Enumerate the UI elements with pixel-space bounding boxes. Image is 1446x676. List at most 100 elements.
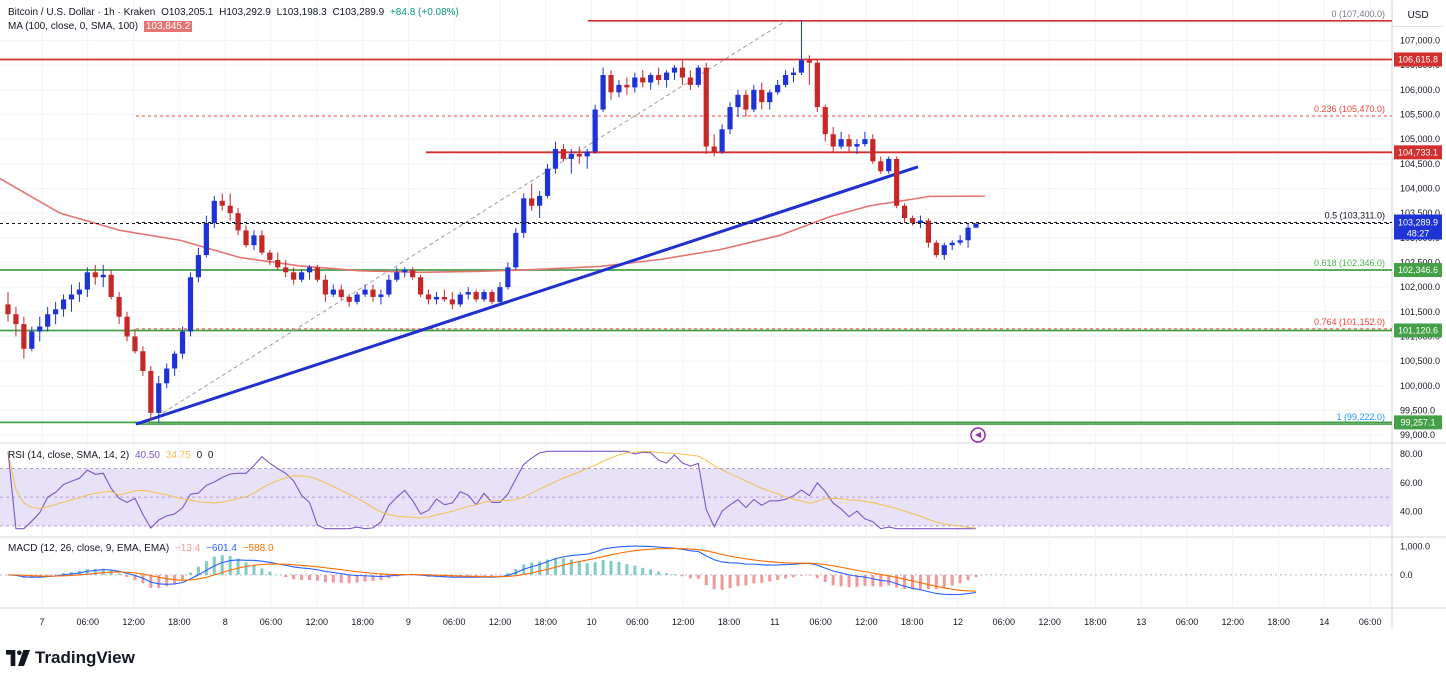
candle-body (29, 331, 35, 349)
macd-hist-bar (792, 574, 796, 578)
candle-body (782, 75, 789, 85)
macd-hist-bar (799, 574, 803, 576)
macd-hist-bar (601, 559, 605, 575)
currency-label[interactable]: USD (1392, 6, 1443, 27)
candle-body (537, 195, 543, 206)
candle-body (521, 198, 527, 233)
candle-body (695, 67, 701, 85)
macd-hist-bar (482, 574, 486, 576)
price-badge-label: 106,615.8 (1398, 54, 1438, 64)
macd-hist-bar (926, 574, 930, 590)
macd-hist-bar (665, 573, 669, 575)
macd-hist-bar (387, 574, 391, 579)
candle-body (132, 336, 138, 352)
macd-hist-bar (133, 574, 137, 581)
macd-legend[interactable]: MACD (12, 26, close, 9, EMA, EMA) −13.4 … (8, 543, 277, 554)
candle-body (687, 77, 693, 85)
macd-hist-bar (165, 574, 169, 587)
candle-body (235, 213, 241, 231)
macd-hist-bar (633, 565, 637, 575)
candle-body (140, 351, 146, 371)
macd-hist-bar (918, 574, 922, 589)
candle-body (933, 242, 939, 256)
candle-body (108, 274, 114, 297)
macd-hist-bar (69, 571, 73, 575)
macd-hist-bar (46, 574, 50, 576)
candle-body (148, 370, 154, 413)
ma-legend[interactable]: MA (100, close, 0, SMA, 100) 103,845.2 (8, 21, 195, 32)
candle-body (790, 72, 797, 76)
candle-body (84, 272, 90, 290)
macd-hist-bar (680, 574, 684, 577)
time-label: 18:00 (535, 617, 558, 627)
price-badge (1394, 323, 1442, 338)
tradingview-logo[interactable]: TradingView (6, 648, 135, 668)
macd-hist-bar (173, 574, 177, 584)
candle-body (203, 223, 209, 256)
macd-hist-bar (966, 574, 970, 581)
open-value: O103,205.1 (161, 7, 214, 18)
ma-label: MA (100, close, 0, SMA, 100) (8, 21, 139, 32)
macd-hist-bar (561, 558, 565, 575)
price-tick: 106,000.0 (1400, 85, 1440, 95)
macd-hist-bar (807, 574, 811, 576)
macd-hist-bar (688, 574, 692, 579)
candle-body (433, 296, 440, 300)
candle-body (322, 279, 328, 295)
candle-body (878, 161, 884, 172)
candle-body (251, 235, 257, 246)
candle-body (901, 205, 908, 219)
time-label: 8 (223, 617, 228, 627)
candle-body (870, 139, 876, 162)
time-label: 18:00 (1084, 617, 1107, 627)
candle-body (751, 89, 757, 110)
macd-hist-bar (347, 574, 351, 584)
candle-body (941, 245, 947, 256)
macd-hist-bar (117, 573, 121, 575)
price-badge-label: 101,120.6 (1398, 325, 1438, 335)
macd-hist-bar (815, 574, 819, 579)
symbol-title[interactable]: Bitcoin / U.S. Dollar · 1h · Kraken (8, 7, 156, 18)
macd-hist-bar (442, 574, 446, 578)
candle-body (275, 259, 281, 268)
macd-hist-bar (514, 569, 518, 575)
price-badge-label: 104,733.1 (1398, 147, 1438, 157)
candle-body (441, 296, 447, 300)
price-tick: 100,000.0 (1400, 381, 1440, 391)
candle-body (576, 153, 582, 157)
candle-body (917, 220, 924, 223)
candle-body (513, 232, 519, 268)
candle-body (386, 279, 392, 295)
macd-hist-bar (474, 574, 478, 577)
candle-body (560, 149, 567, 159)
macd-hist-bar (506, 572, 510, 575)
macd-hist-bar (911, 574, 915, 590)
rsi-legend[interactable]: RSI (14, close, SMA, 14, 2) 40.50 34.75 … (8, 450, 216, 461)
candle-body (584, 151, 590, 157)
candle-body (624, 84, 630, 88)
candle-body (767, 92, 773, 103)
macd-hist-bar (339, 574, 343, 583)
candle-body (283, 267, 289, 273)
time-label: 18:00 (901, 617, 924, 627)
macd-hist-bar (585, 563, 589, 575)
macd-hist-bar (577, 561, 581, 575)
macd-hist-bar (331, 574, 335, 583)
macd-pane: 1,000.0 0.0 (0, 542, 1430, 596)
price-tick: 100,500.0 (1400, 356, 1440, 366)
high-value: H103,292.9 (219, 7, 271, 18)
replay-icon[interactable] (970, 427, 986, 443)
candle-body (92, 272, 98, 278)
macd-hist-bar (284, 574, 288, 578)
time-label: 06:00 (443, 617, 466, 627)
fib-label: 0.618 (102,346.0) (1314, 258, 1385, 268)
price-badge-label: 102,346.6 (1398, 265, 1438, 275)
candle-body (116, 296, 122, 317)
candle-body (156, 383, 162, 413)
candle-body (775, 84, 781, 93)
macd-hist-bar (181, 574, 185, 580)
price-tick: 103,500.0 (1400, 208, 1440, 218)
time-label: 06:00 (626, 617, 649, 627)
macd-hist-bar (244, 562, 248, 575)
